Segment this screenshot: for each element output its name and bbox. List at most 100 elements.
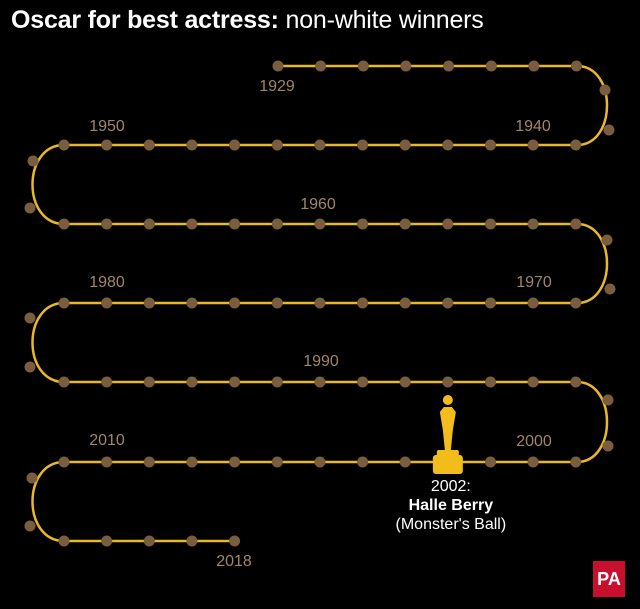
pa-logo: PA [593, 561, 625, 597]
year-dot-1983 [24, 361, 36, 373]
title-bold: Oscar for best actress: [11, 6, 279, 34]
pa-logo-text: PA [597, 568, 621, 589]
year-dot-1958 [229, 218, 241, 230]
year-dot-1931 [357, 60, 369, 72]
year-dot-1999 [570, 456, 582, 468]
year-dot-1971 [485, 297, 496, 309]
year-dot-1946 [271, 139, 283, 151]
year-dot-1960 [314, 218, 326, 230]
year-dot-1992 [399, 376, 411, 388]
year-dot-2011 [58, 456, 70, 468]
title-light: non-white winners [285, 6, 484, 34]
year-dot-1969 [570, 297, 582, 309]
year-dot-1967 [601, 234, 613, 246]
year-dot-1987 [186, 376, 198, 388]
year-dot-1956 [143, 218, 155, 230]
year-dot-1981 [58, 297, 70, 309]
year-dot-1939 [570, 139, 582, 151]
year-dot-1940 [527, 139, 539, 151]
year-dot-1979 [143, 297, 155, 309]
year-dot-2014 [58, 535, 70, 547]
year-dot-2010 [101, 456, 113, 468]
statuette-head [442, 395, 453, 405]
year-label-2010: 2010 [89, 432, 125, 449]
year-dot-1995 [527, 376, 539, 388]
year-label-1980: 1980 [89, 274, 125, 291]
year-dot-1948 [186, 139, 198, 151]
year-dot-1989 [271, 376, 283, 388]
year-dot-1930 [315, 60, 327, 72]
year-dot-1980 [101, 297, 113, 309]
year-dot-2016 [143, 535, 155, 547]
year-dot-1976 [271, 297, 283, 309]
year-label-2000: 2000 [516, 433, 552, 450]
year-dot-2013 [24, 520, 36, 532]
year-dot-1973 [399, 297, 411, 309]
year-dot-1990 [314, 376, 326, 388]
year-dot-1938 [603, 124, 615, 136]
year-dot-1952 [27, 155, 39, 167]
year-dot-1943 [399, 139, 411, 151]
year-dot-1991 [357, 376, 369, 388]
year-dot-1966 [570, 218, 582, 230]
year-dot-1963 [442, 218, 454, 230]
statuette-base [432, 455, 463, 474]
year-dot-2004 [357, 456, 369, 468]
year-dot-1972 [442, 297, 454, 309]
oscar-statuette-icon [432, 395, 463, 474]
year-dot-1970 [527, 297, 539, 309]
year-dot-1937 [599, 84, 611, 96]
year-dot-1953 [24, 202, 36, 214]
year-dot-1951 [58, 139, 70, 151]
year-dot-1944 [357, 139, 369, 151]
year-label-1940: 1940 [515, 118, 551, 135]
year-dot-1942 [442, 139, 454, 151]
year-dot-1955 [101, 218, 113, 230]
year-dot-2009 [143, 456, 155, 468]
year-dot-1988 [229, 376, 241, 388]
year-dot-1961 [357, 218, 369, 230]
year-dot-1962 [399, 218, 411, 230]
year-dot-2006 [271, 456, 283, 468]
year-dot-1929 [272, 60, 284, 72]
year-dot-1933 [443, 60, 455, 72]
statuette-pedestal [436, 450, 459, 457]
year-dot-1965 [527, 218, 539, 230]
year-dot-1984 [58, 376, 70, 388]
year-dot-1998 [602, 440, 614, 452]
year-dot-1934 [485, 60, 497, 72]
winner-year: 2002: [431, 478, 471, 495]
year-dot-1932 [400, 60, 412, 72]
year-dot-1996 [570, 376, 582, 388]
year-dot-1985 [101, 376, 113, 388]
year-label-1990: 1990 [303, 353, 339, 370]
year-dot-1957 [186, 218, 198, 230]
year-dot-1982 [24, 312, 36, 324]
year-dot-2015 [101, 535, 113, 547]
winner-film: (Monster's Ball) [396, 516, 507, 533]
year-dot-2017 [186, 535, 198, 547]
year-label-1970: 1970 [516, 274, 552, 291]
year-dot-2008 [186, 456, 198, 468]
year-label-1960: 1960 [300, 196, 336, 213]
year-dot-2003 [399, 456, 411, 468]
year-dot-1986 [143, 376, 155, 388]
statuette-body [439, 407, 456, 450]
year-label-1929: 1929 [259, 78, 295, 95]
year-dot-1959 [271, 218, 283, 230]
year-dot-1997 [602, 394, 614, 406]
year-dot-1968 [604, 283, 616, 295]
year-label-1950: 1950 [89, 118, 125, 135]
year-dot-1935 [528, 60, 540, 72]
year-dot-1947 [229, 139, 241, 151]
year-dot-1950 [101, 139, 113, 151]
year-dot-1941 [485, 139, 496, 151]
page-title: Oscar for best actress: non-white winner… [11, 6, 484, 35]
year-label-2018: 2018 [216, 553, 252, 570]
year-dot-1936 [571, 60, 582, 72]
year-dot-2007 [229, 456, 241, 468]
year-dot-1945 [314, 139, 326, 151]
year-dot-1975 [314, 297, 326, 309]
winner-name: Halle Berry [409, 497, 494, 514]
